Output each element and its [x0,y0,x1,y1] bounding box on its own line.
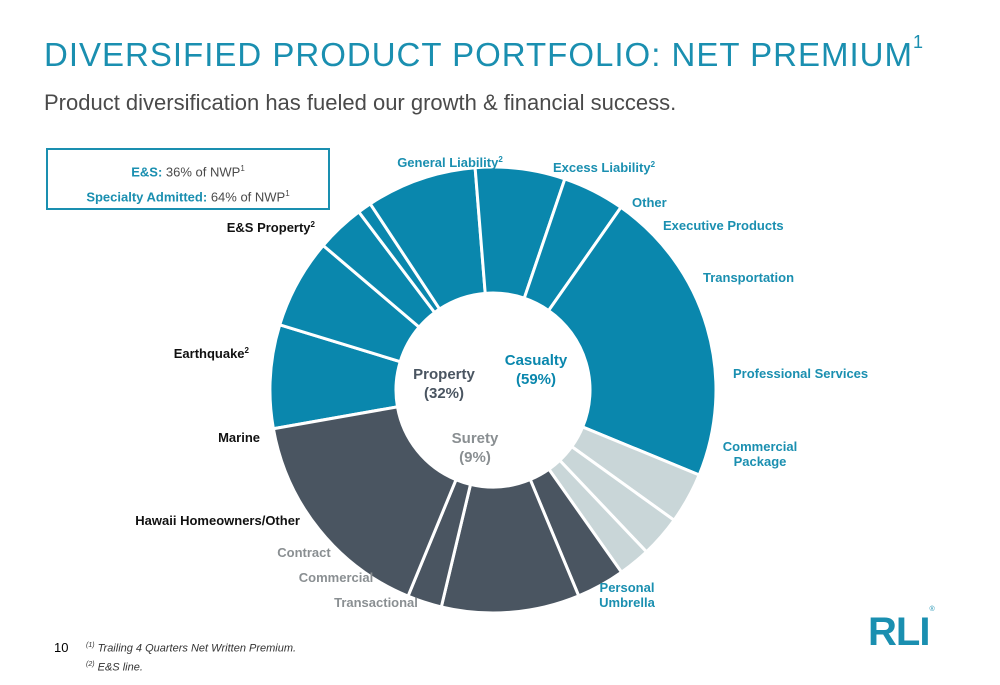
slice-label-transportation: Transportation [703,270,794,285]
donut-slice-e-s-property [271,405,458,599]
specialty-admitted-value: 64% of NWP [210,189,286,205]
slice-label-general-liability: General Liability2 [397,155,503,170]
group-label-casualty-pct: (59%) [516,371,556,388]
group-label-casualty: Casualty [505,352,568,369]
logo-registered-mark: ® [929,605,934,613]
footnote-2-marker: (2) [86,660,95,668]
footnote-1: (1) Trailing 4 Quarters Net Written Prem… [86,638,296,657]
slide-subtitle: Product diversification has fueled our g… [44,90,677,115]
group-label-property-pct: (32%) [424,385,464,402]
group-label-property: Property [413,366,475,383]
slice-label-other: Other [632,195,667,210]
donut-slice-personal-umbrella [546,205,718,477]
slice-label-hawaii-homeowners-other: Hawaii Homeowners/Other [135,513,300,528]
slice-label-personal-umbrella: Personal Umbrella [599,580,655,610]
es-footnote-marker: 1 [240,164,245,173]
group-label-surety-pct: (9%) [459,449,491,466]
slice-label-contract: Contract [277,545,331,560]
slide-title-text: DIVERSIFIED PRODUCT PORTFOLIO: NET PREMI… [44,36,913,73]
slice-label-transactional: Transactional [334,595,418,610]
logo-text: RLI [868,610,930,654]
rli-logo: RLI® [868,606,935,655]
title-footnote-marker: 1 [912,32,924,52]
footnote-2-text: E&S line. [97,661,143,674]
nwp-summary-box: E&S: 36% of NWP1 Specialty Admitted: 64%… [46,148,330,210]
footnote-1-marker: (1) [86,642,95,649]
specialty-admitted-share-line: Specialty Admitted: 64% of NWP1 [48,183,328,208]
slice-label-marine: Marine [218,430,260,445]
es-label: E&S: [131,164,163,180]
specialty-admitted-footnote-marker: 1 [285,189,290,199]
footnote-2: (2) E&S line. [86,657,296,676]
es-value: 36% of NWP [165,164,241,180]
slice-label-excess-liability: Excess Liability2 [553,160,656,175]
footnotes: (1) Trailing 4 Quarters Net Written Prem… [86,638,296,675]
slide-title: DIVERSIFIED PRODUCT PORTFOLIO: NET PREMI… [44,32,924,74]
group-label-surety: Surety [452,430,499,447]
slice-label-commercial: Commercial [299,570,373,585]
slice-label-executive-products: Executive Products [663,218,784,233]
slice-label-professional-services: Professional Services [733,366,868,381]
slice-label-commercial-package: Commercial Package [723,439,797,469]
es-share-line: E&S: 36% of NWP1 [48,158,328,183]
slice-label-e-s-property: E&S Property2 [227,220,316,235]
specialty-admitted-label: Specialty Admitted: [86,189,208,205]
slice-label-earthquake: Earthquake2 [174,346,250,361]
page-number: 10 [54,640,69,655]
footnote-1-text: Trailing 4 Quarters Net Written Premium. [97,642,297,655]
